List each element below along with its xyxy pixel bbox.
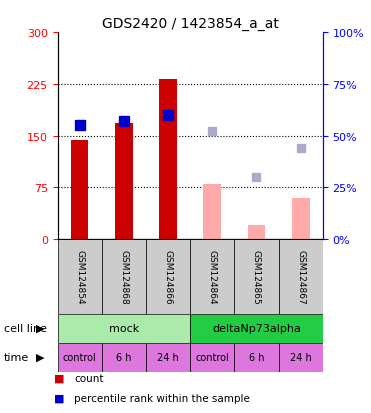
Bar	[159, 80, 177, 240]
Text: ■: ■	[54, 393, 65, 403]
Text: ■: ■	[54, 373, 65, 383]
Text: cell line: cell line	[4, 323, 47, 333]
Text: ▶: ▶	[36, 352, 44, 362]
Title: GDS2420 / 1423854_a_at: GDS2420 / 1423854_a_at	[102, 17, 279, 31]
Bar	[58, 314, 190, 343]
Bar	[146, 343, 190, 372]
Text: GSM124864: GSM124864	[208, 249, 217, 304]
Text: count: count	[74, 373, 104, 383]
Bar	[102, 343, 146, 372]
Bar	[190, 240, 234, 314]
Bar	[203, 185, 221, 240]
Bar	[115, 124, 133, 240]
Bar	[279, 343, 323, 372]
Bar	[234, 240, 279, 314]
Text: ▶: ▶	[36, 323, 44, 333]
Bar	[71, 141, 88, 240]
Bar	[279, 240, 323, 314]
Text: mock: mock	[109, 323, 139, 333]
Bar	[190, 343, 234, 372]
Text: control: control	[196, 352, 229, 362]
Bar	[58, 343, 102, 372]
Text: 6 h: 6 h	[249, 352, 264, 362]
Text: GSM124865: GSM124865	[252, 249, 261, 304]
Bar	[247, 226, 265, 240]
Text: 24 h: 24 h	[157, 352, 179, 362]
Bar	[58, 240, 102, 314]
Bar	[146, 240, 190, 314]
Text: 24 h: 24 h	[290, 352, 312, 362]
Text: control: control	[63, 352, 96, 362]
Bar	[102, 240, 146, 314]
Text: GSM124854: GSM124854	[75, 249, 84, 304]
Bar	[190, 314, 323, 343]
Text: time: time	[4, 352, 29, 362]
Text: GSM124866: GSM124866	[164, 249, 173, 304]
Text: GSM124867: GSM124867	[296, 249, 305, 304]
Text: percentile rank within the sample: percentile rank within the sample	[74, 393, 250, 403]
Text: 6 h: 6 h	[116, 352, 132, 362]
Bar	[234, 343, 279, 372]
Bar	[292, 198, 309, 240]
Text: deltaNp73alpha: deltaNp73alpha	[212, 323, 301, 333]
Text: GSM124868: GSM124868	[119, 249, 128, 304]
